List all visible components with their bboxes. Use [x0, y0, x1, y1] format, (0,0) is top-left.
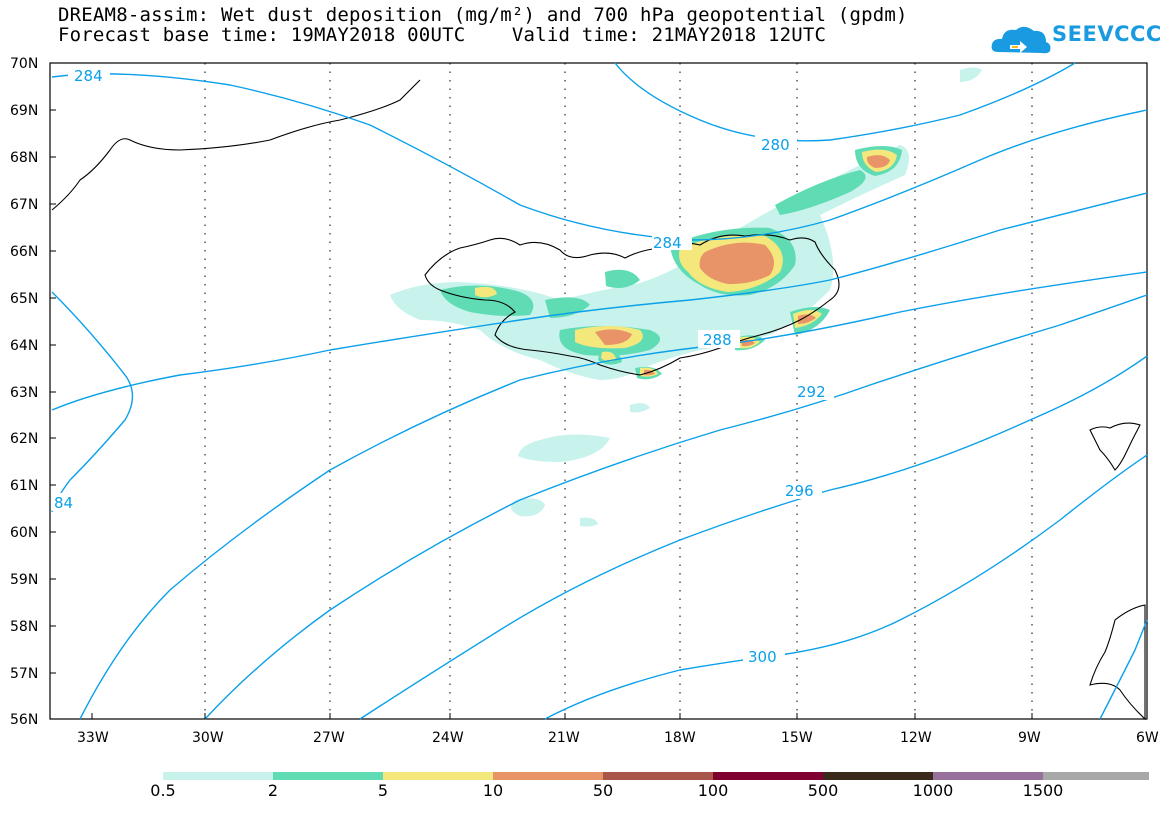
map-title-line-1: DREAM8-assim: Wet dust deposition (mg/m²…: [58, 4, 908, 26]
legend-swatch: [823, 772, 933, 780]
lat-tick-label: 62N: [10, 431, 38, 447]
lon-tick-label: 6W: [1136, 730, 1159, 746]
lat-tick-label: 66N: [10, 244, 38, 260]
longitude-axis: 33W 30W 27W 24W 21W 18W 15W 12W 9W 6W: [77, 713, 1159, 746]
plot-frame: [49, 62, 1148, 720]
contour-label: 300: [748, 648, 777, 666]
dust-deposition-field: [390, 67, 982, 527]
legend-label: 500: [807, 781, 839, 800]
lat-tick-label: 56N: [10, 712, 38, 728]
legend-swatch: [493, 772, 603, 780]
legend-swatch: [383, 772, 493, 780]
legend-swatch: [603, 772, 713, 780]
seevccc-cloud-logo-icon: [991, 26, 1051, 54]
contour-label: 284: [74, 67, 103, 85]
lat-tick-label: 59N: [10, 572, 38, 588]
lat-tick-label: 60N: [10, 525, 38, 541]
legend-label: 5: [377, 781, 389, 800]
lat-tick-label: 63N: [10, 385, 38, 401]
legend-swatch: [273, 772, 383, 780]
lon-tick-label: 24W: [432, 730, 464, 746]
lon-tick-label: 27W: [313, 730, 345, 746]
legend-label: 0.5: [150, 781, 176, 800]
legend-swatch: [933, 772, 1043, 780]
lat-tick-label: 57N: [10, 666, 38, 682]
legend-swatch: [713, 772, 823, 780]
lon-tick-label: 15W: [781, 730, 813, 746]
legend-label: 1000: [912, 781, 954, 800]
lon-tick-label: 9W: [1018, 730, 1041, 746]
contour-label: 288: [703, 331, 732, 349]
lat-tick-label: 68N: [10, 150, 38, 166]
legend-label: 2: [267, 781, 279, 800]
legend-label: 50: [592, 781, 614, 800]
contour-label: 292: [797, 383, 826, 401]
lat-tick-label: 64N: [10, 338, 38, 354]
legend-colorbar: [163, 772, 1149, 780]
lat-tick-label: 69N: [10, 103, 38, 119]
lon-tick-label: 12W: [900, 730, 932, 746]
legend-label: 100: [697, 781, 729, 800]
lat-tick-label: 61N: [10, 478, 38, 494]
contour-label: 284: [653, 234, 682, 252]
coastlines: [51, 79, 1146, 721]
seevccc-logo-text: SEEVCCC: [1052, 22, 1162, 46]
contour-label: 84: [54, 494, 73, 512]
lon-tick-label: 18W: [664, 730, 696, 746]
contour-label: 280: [761, 136, 790, 154]
lat-tick-label: 67N: [10, 197, 38, 213]
lon-tick-label: 33W: [77, 730, 109, 746]
lon-tick-label: 21W: [548, 730, 580, 746]
lat-tick-label: 58N: [10, 619, 38, 635]
contour-label: 296: [785, 482, 814, 500]
latitude-axis: 70N 69N 68N 67N 66N 65N 64N 63N 62N 61N …: [10, 56, 56, 728]
legend-label: 10: [482, 781, 504, 800]
lat-tick-label: 65N: [10, 291, 38, 307]
legend-label: 1500: [1022, 781, 1064, 800]
lat-tick-label: 70N: [10, 56, 38, 72]
legend-swatch: [163, 772, 273, 780]
legend-swatch: [1043, 772, 1149, 780]
map-title-line-2: Forecast base time: 19MAY2018 00UTC Vali…: [58, 24, 827, 46]
geopotential-contours: [51, 62, 1148, 720]
lon-tick-label: 30W: [192, 730, 224, 746]
